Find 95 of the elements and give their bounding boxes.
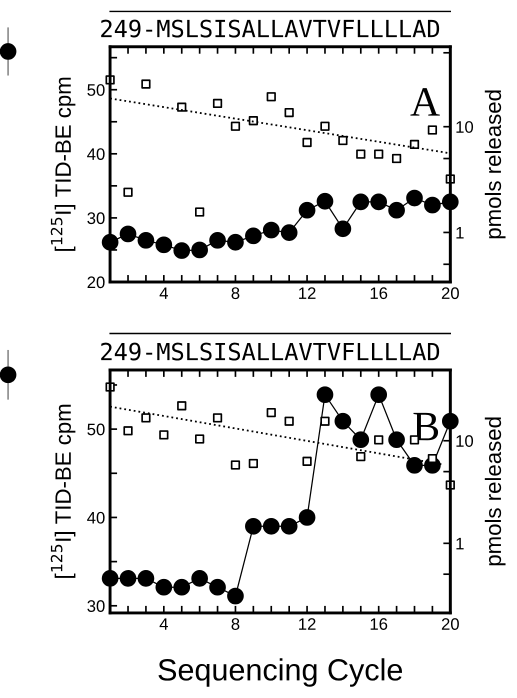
point bbox=[156, 236, 172, 254]
point bbox=[370, 386, 388, 404]
point bbox=[120, 226, 136, 242]
x-tick-label: 8 bbox=[232, 287, 240, 300]
point bbox=[230, 122, 240, 131]
x-axis-title: Sequencing Cycle bbox=[158, 658, 402, 687]
y-tick-label: 30 bbox=[87, 600, 105, 612]
point bbox=[120, 570, 136, 587]
x-tick-label: 4 bbox=[160, 618, 168, 630]
point bbox=[227, 234, 244, 251]
point bbox=[156, 578, 172, 596]
point bbox=[302, 456, 312, 466]
point bbox=[248, 116, 258, 126]
y2-tick-label: 1 bbox=[456, 227, 464, 238]
point bbox=[298, 509, 316, 526]
point bbox=[374, 150, 384, 159]
point bbox=[352, 431, 370, 448]
point bbox=[302, 138, 312, 148]
point bbox=[388, 431, 405, 448]
point bbox=[212, 413, 222, 423]
x-tick-label: 16 bbox=[370, 287, 388, 300]
point bbox=[424, 196, 441, 214]
point bbox=[406, 190, 423, 206]
point bbox=[284, 416, 294, 426]
point bbox=[248, 458, 258, 468]
x-tick-label: 20 bbox=[442, 618, 459, 630]
point bbox=[191, 242, 208, 258]
point bbox=[338, 136, 348, 146]
point bbox=[352, 194, 370, 210]
y-axis-title: [$^{125}$I] TID-BE cpm bbox=[50, 78, 76, 251]
point bbox=[284, 108, 294, 118]
point bbox=[141, 79, 151, 89]
y-tick-label: 50 bbox=[87, 424, 105, 436]
point bbox=[356, 452, 366, 462]
point bbox=[245, 228, 262, 244]
point bbox=[406, 457, 423, 474]
point bbox=[245, 518, 262, 535]
x-tick-label: 16 bbox=[370, 618, 388, 630]
point bbox=[388, 202, 405, 219]
point bbox=[141, 413, 151, 423]
y-tick-label: 40 bbox=[87, 512, 105, 524]
point bbox=[280, 224, 298, 241]
point bbox=[212, 98, 222, 108]
point bbox=[334, 412, 352, 430]
x-tick-label: 20 bbox=[442, 287, 459, 300]
annotation: B bbox=[414, 412, 438, 440]
y2-tick-label: 10 bbox=[456, 435, 474, 447]
x-tick-label: 8 bbox=[232, 618, 240, 630]
point bbox=[195, 207, 204, 217]
point bbox=[173, 578, 190, 596]
point bbox=[209, 578, 226, 596]
y-tick-label: 40 bbox=[87, 148, 105, 160]
point bbox=[280, 518, 298, 535]
point bbox=[191, 570, 208, 587]
point bbox=[316, 386, 334, 404]
point bbox=[173, 242, 190, 259]
y-tick-label: 20 bbox=[88, 276, 105, 288]
y-axis-title: [$^{125}$I] TID-BE cpm bbox=[50, 404, 76, 578]
point bbox=[392, 154, 402, 164]
point bbox=[298, 202, 316, 219]
point bbox=[374, 435, 384, 444]
point bbox=[266, 92, 276, 102]
y-tick-label: 50 bbox=[87, 84, 105, 96]
point bbox=[334, 220, 352, 238]
text: 249-MSLSISALLAVTVFLLLLAD bbox=[101, 342, 440, 361]
point bbox=[177, 102, 186, 112]
annotation: A bbox=[410, 88, 440, 116]
point bbox=[370, 194, 388, 210]
y-tick-label: 30 bbox=[87, 212, 105, 224]
point bbox=[428, 125, 438, 135]
point bbox=[227, 588, 244, 604]
point bbox=[177, 401, 186, 410]
x-tick-label: 12 bbox=[299, 618, 316, 630]
point bbox=[209, 232, 226, 249]
point bbox=[320, 122, 330, 131]
point bbox=[356, 150, 366, 159]
x-tick-label: 12 bbox=[299, 287, 316, 299]
point bbox=[262, 518, 280, 535]
point bbox=[262, 222, 280, 238]
point bbox=[316, 192, 334, 210]
point bbox=[320, 416, 330, 426]
y2-tick-label: 10 bbox=[456, 121, 474, 133]
y2-tick-label: 1 bbox=[456, 538, 464, 550]
point bbox=[138, 232, 154, 249]
y2-axis-title: pmols released bbox=[484, 90, 506, 238]
point bbox=[159, 430, 168, 440]
point bbox=[123, 426, 133, 436]
point bbox=[123, 188, 133, 197]
x-tick-label: 4 bbox=[160, 287, 168, 299]
text: 249-MSLSISALLAVTVFLLLLAD bbox=[101, 20, 440, 38]
point bbox=[230, 460, 240, 470]
point bbox=[195, 434, 204, 444]
point bbox=[266, 408, 276, 418]
point bbox=[138, 570, 154, 587]
y2-axis-title: pmols released bbox=[484, 417, 506, 566]
